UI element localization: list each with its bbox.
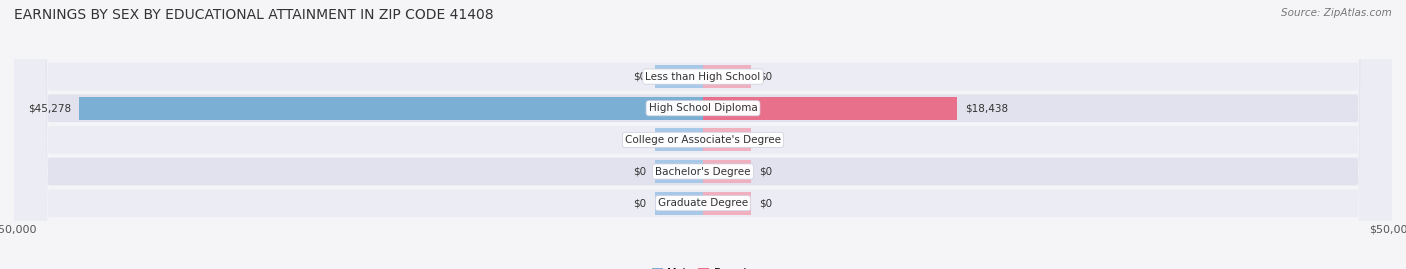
Text: High School Diploma: High School Diploma (648, 103, 758, 113)
FancyBboxPatch shape (14, 0, 1392, 269)
Text: $0: $0 (759, 198, 773, 208)
FancyBboxPatch shape (14, 0, 1392, 269)
Text: $0: $0 (633, 72, 647, 82)
Legend: Male, Female: Male, Female (647, 264, 759, 269)
Bar (703, 192, 751, 215)
FancyBboxPatch shape (14, 0, 1392, 269)
Text: EARNINGS BY SEX BY EDUCATIONAL ATTAINMENT IN ZIP CODE 41408: EARNINGS BY SEX BY EDUCATIONAL ATTAINMEN… (14, 8, 494, 22)
Text: Source: ZipAtlas.com: Source: ZipAtlas.com (1281, 8, 1392, 18)
Text: Less than High School: Less than High School (645, 72, 761, 82)
Text: $0: $0 (759, 135, 773, 145)
Bar (703, 129, 751, 151)
Bar (703, 65, 751, 88)
Text: College or Associate's Degree: College or Associate's Degree (626, 135, 780, 145)
Text: $18,438: $18,438 (966, 103, 1008, 113)
FancyBboxPatch shape (14, 0, 1392, 269)
Text: $0: $0 (633, 167, 647, 176)
Bar (79, 97, 703, 120)
Bar (703, 160, 751, 183)
Bar (655, 192, 703, 215)
Bar (655, 160, 703, 183)
Text: $0: $0 (759, 72, 773, 82)
Text: Graduate Degree: Graduate Degree (658, 198, 748, 208)
Text: $45,278: $45,278 (28, 103, 70, 113)
Text: $0: $0 (633, 135, 647, 145)
Text: Bachelor's Degree: Bachelor's Degree (655, 167, 751, 176)
Text: $0: $0 (633, 198, 647, 208)
Bar (703, 97, 957, 120)
FancyBboxPatch shape (14, 0, 1392, 269)
Text: $0: $0 (759, 167, 773, 176)
Bar (655, 129, 703, 151)
Bar (655, 65, 703, 88)
